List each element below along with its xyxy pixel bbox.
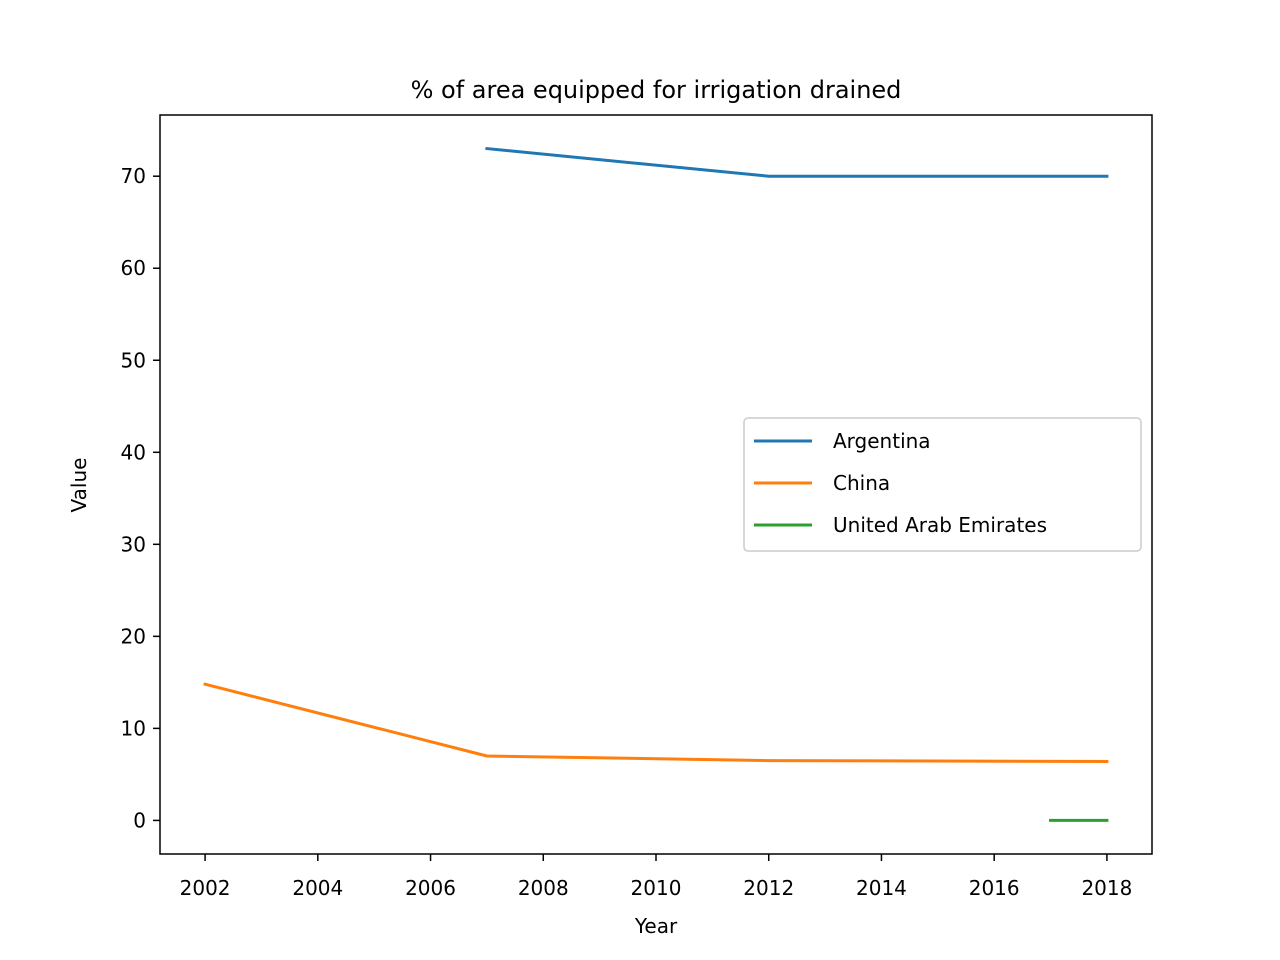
y-tick-label: 70: [121, 164, 146, 188]
x-tick-label: 2002: [180, 876, 231, 900]
chart-title: % of area equipped for irrigation draine…: [411, 76, 902, 104]
y-tick-label: 0: [133, 808, 146, 832]
x-tick-label: 2008: [518, 876, 569, 900]
series-line-china: [203, 682, 1109, 764]
x-tick-label: 2016: [969, 876, 1020, 900]
y-tick-label: 30: [121, 532, 146, 556]
y-tick-label: 60: [121, 256, 146, 280]
x-tick-label: 2004: [292, 876, 343, 900]
legend: Argentina China United Arab Emirates: [743, 417, 1142, 552]
y-axis-ticks: 0 10 20 30 40 50 60 70: [121, 164, 160, 832]
y-axis-label: Value: [67, 458, 91, 513]
legend-box: [743, 417, 1142, 552]
x-axis-ticks: 2002 2004 2006 2008 2010 2012 2014 2016 2018: [180, 854, 1132, 900]
legend-label-united-arab-emirates: United Arab Emirates: [833, 513, 1047, 537]
legend-label-argentina: Argentina: [833, 429, 931, 453]
y-tick-label: 20: [121, 624, 146, 648]
x-tick-label: 2018: [1081, 876, 1132, 900]
x-tick-label: 2006: [405, 876, 456, 900]
y-tick-label: 40: [121, 440, 146, 464]
y-tick-label: 10: [121, 716, 146, 740]
x-tick-label: 2012: [743, 876, 794, 900]
legend-label-china: China: [833, 471, 890, 495]
y-tick-label: 50: [121, 348, 146, 372]
series-line-argentina: [485, 146, 1109, 178]
x-axis-label: Year: [634, 914, 678, 938]
x-tick-label: 2010: [631, 876, 682, 900]
series-lines: [203, 146, 1109, 822]
x-tick-label: 2014: [856, 876, 907, 900]
